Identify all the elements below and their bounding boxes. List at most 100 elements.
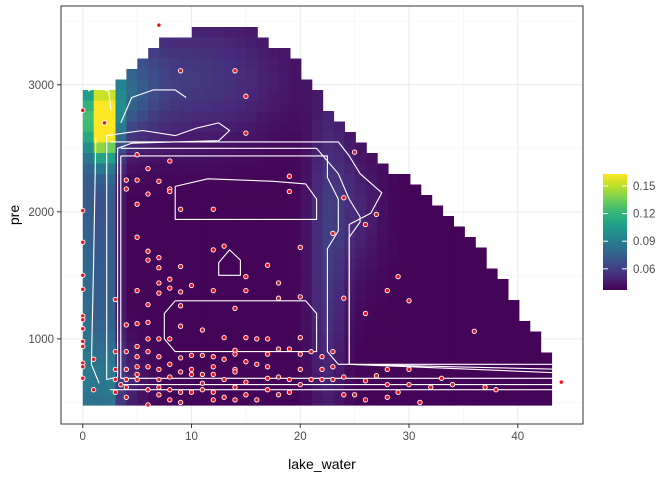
density-tile xyxy=(246,310,258,322)
density-tile xyxy=(333,132,345,144)
y-tick-label: 3000 xyxy=(28,80,54,92)
data-point xyxy=(221,334,227,341)
density-tile xyxy=(159,247,171,259)
density-tile xyxy=(191,90,204,102)
density-tile xyxy=(442,226,454,238)
density-tile xyxy=(235,58,247,70)
density-tile xyxy=(409,205,422,217)
density-tile xyxy=(93,100,106,112)
density-tile xyxy=(202,321,215,333)
density-tile xyxy=(311,321,324,333)
density-tile xyxy=(322,342,335,354)
density-tile xyxy=(398,205,411,217)
density-tile xyxy=(224,121,236,133)
density-tile xyxy=(289,321,302,333)
density-tile xyxy=(366,373,378,385)
density-tile xyxy=(159,300,171,312)
density-tile xyxy=(344,237,356,249)
density-tile xyxy=(486,394,498,406)
data-point xyxy=(275,280,282,286)
data-point xyxy=(417,399,423,406)
density-tile xyxy=(148,195,160,207)
data-point xyxy=(210,287,216,294)
density-tile xyxy=(82,153,95,165)
density-tile xyxy=(300,237,313,249)
density-tile xyxy=(257,100,269,112)
density-tile xyxy=(344,394,356,406)
data-point xyxy=(123,366,129,373)
density-tile xyxy=(257,279,269,291)
data-point xyxy=(112,366,119,373)
density-tile xyxy=(486,352,498,364)
density-tile xyxy=(289,226,302,238)
data-point xyxy=(362,221,369,228)
density-tile xyxy=(420,258,433,270)
density-tile xyxy=(82,268,95,280)
density-tile xyxy=(202,331,215,343)
density-tile xyxy=(213,58,226,70)
density-tile xyxy=(333,142,345,154)
data-point xyxy=(330,230,336,237)
density-tile xyxy=(344,226,356,238)
density-tile xyxy=(289,121,302,133)
data-point xyxy=(123,376,129,383)
density-tile xyxy=(355,342,367,354)
density-tile xyxy=(431,237,444,249)
density-tile xyxy=(235,237,247,249)
density-tile xyxy=(344,268,356,280)
data-point xyxy=(330,376,336,383)
density-tile xyxy=(464,363,476,375)
density-tile xyxy=(137,279,149,291)
density-tile xyxy=(464,258,476,270)
density-tile xyxy=(442,331,454,343)
density-tile xyxy=(148,100,160,112)
density-tile xyxy=(366,163,378,175)
density-tile xyxy=(82,247,95,259)
density-tile xyxy=(420,289,433,301)
density-tile xyxy=(366,352,378,364)
density-tile xyxy=(93,153,106,165)
density-tile xyxy=(180,258,193,270)
data-point xyxy=(156,336,162,342)
density-tile xyxy=(137,331,149,343)
density-tile xyxy=(322,216,335,228)
density-tile xyxy=(257,258,269,270)
density-tile xyxy=(213,79,226,91)
density-tile xyxy=(268,174,280,186)
density-tile xyxy=(148,352,160,364)
x-axis-title: lake_water xyxy=(288,456,356,472)
density-tile xyxy=(322,258,335,270)
density-tile xyxy=(388,279,400,291)
density-tile xyxy=(224,300,236,312)
density-tile xyxy=(93,90,106,102)
density-tile xyxy=(180,363,193,375)
density-tile xyxy=(180,79,193,91)
density-tile xyxy=(409,300,422,312)
density-tile xyxy=(300,289,313,301)
data-point xyxy=(90,387,97,393)
density-tile xyxy=(257,310,269,322)
density-tile xyxy=(289,300,302,312)
data-point xyxy=(297,351,303,357)
data-point xyxy=(156,265,162,271)
density-tile xyxy=(388,195,400,207)
density-tile xyxy=(289,363,302,375)
density-tile xyxy=(126,100,138,112)
density-tile xyxy=(257,184,269,196)
density-tile xyxy=(137,310,149,322)
density-tile xyxy=(442,373,454,385)
density-tile xyxy=(148,184,160,196)
data-point xyxy=(362,397,369,403)
density-tile xyxy=(82,184,95,196)
density-tile xyxy=(497,300,509,312)
data-point xyxy=(80,286,86,292)
density-tile xyxy=(191,342,204,354)
density-tile xyxy=(148,321,160,333)
density-tile xyxy=(398,394,411,406)
data-point xyxy=(134,234,140,240)
density-tile xyxy=(104,216,117,228)
density-tile xyxy=(82,384,95,396)
density-tile xyxy=(180,100,193,112)
density-tile xyxy=(464,279,476,291)
density-tile xyxy=(366,258,378,270)
